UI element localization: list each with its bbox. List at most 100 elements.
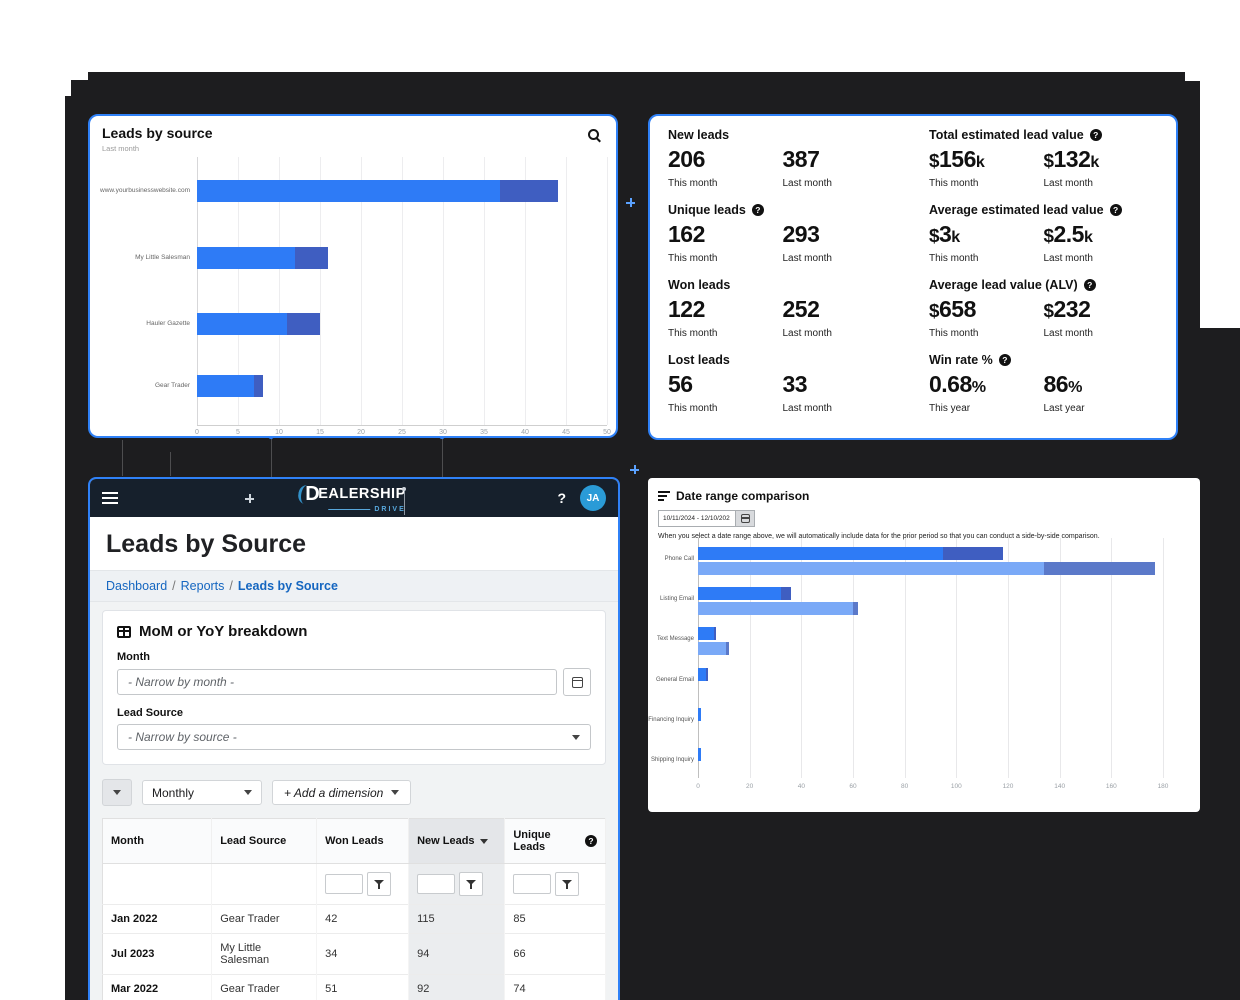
table-header-cell[interactable]: New Leads xyxy=(408,818,506,864)
filter-button[interactable] xyxy=(367,872,392,896)
breadcrumb-link[interactable]: Leads by Source xyxy=(237,579,338,593)
bar-segment xyxy=(698,708,701,721)
category-label: Listing Email xyxy=(659,596,694,602)
category-label: Financing Inquiry xyxy=(648,717,694,723)
kpi-sublabel: This month xyxy=(668,178,718,189)
kpi-column: New leads 206 This month 387 Last month Uniqu… xyxy=(668,128,897,428)
bar-segment xyxy=(853,602,859,615)
gridline xyxy=(566,157,567,425)
funnel-icon xyxy=(465,879,477,890)
avatar[interactable]: JA xyxy=(580,485,606,511)
kpi-value-cell: 387 Last month xyxy=(783,146,898,189)
filter-button[interactable] xyxy=(459,872,484,896)
kpi-value: 56 xyxy=(668,371,693,397)
kpi-value-cell: 252 Last month xyxy=(783,296,898,339)
kpi-value: 252 xyxy=(782,296,820,322)
kpi-value: 293 xyxy=(782,221,820,247)
bar-segment xyxy=(780,587,791,600)
help-icon[interactable]: ? xyxy=(1109,204,1122,216)
filter-cell xyxy=(316,863,410,905)
kpi-value: 206 xyxy=(668,146,705,172)
category-label: Shipping Inquiry xyxy=(650,757,694,763)
filter-input[interactable] xyxy=(417,874,456,894)
bar-segment xyxy=(698,627,714,640)
decor-line xyxy=(442,437,443,477)
table-header-cell[interactable]: Month xyxy=(102,818,213,864)
help-icon[interactable]: ? xyxy=(585,835,597,847)
column-label: Won Leads xyxy=(325,835,384,847)
kpi-value-cell: $658 This month xyxy=(929,296,1044,339)
filter-input[interactable] xyxy=(513,874,552,894)
breadcrumb-link[interactable]: Reports xyxy=(180,579,225,593)
card-title-row: MoM or YoY breakdown xyxy=(117,623,591,640)
interval-select[interactable]: Monthly xyxy=(142,780,262,805)
kpi-metric-label: Win rate %? xyxy=(929,353,1158,367)
bar-segment xyxy=(698,748,701,761)
calendar-button[interactable] xyxy=(563,668,591,696)
hamburger-menu-icon[interactable] xyxy=(102,492,118,504)
gridline xyxy=(361,157,362,425)
filter-input[interactable] xyxy=(325,874,364,894)
chart-title: Leads by source xyxy=(102,125,213,141)
date-panel-title: Date range comparison xyxy=(676,489,810,503)
help-icon[interactable]: ? xyxy=(1089,129,1102,141)
plus-icon xyxy=(630,465,639,474)
bar-segment xyxy=(943,547,1003,560)
help-icon[interactable]: ? xyxy=(998,354,1011,366)
column-label: Unique Leads xyxy=(513,829,551,853)
breadcrumb-link[interactable]: Dashboard xyxy=(106,579,168,593)
page-title-block: Leads by Source xyxy=(90,517,618,570)
kpi-value: $3k xyxy=(929,221,960,247)
gridline xyxy=(956,538,958,778)
bar-segment xyxy=(500,180,558,202)
filter-cell xyxy=(102,863,213,905)
decor-line xyxy=(271,437,272,477)
help-icon[interactable]: ? xyxy=(751,204,764,216)
breadcrumb: Dashboard / Reports / Leads by Source xyxy=(90,570,618,602)
table-header-cell[interactable]: Unique Leads? xyxy=(504,818,606,864)
gridline xyxy=(1111,538,1113,778)
category-label: Text Message xyxy=(656,636,694,642)
kpi-values-row: $658 This month $232 Last month xyxy=(929,296,1158,339)
kpi-sublabel: Last month xyxy=(1043,328,1093,339)
month-filter-input[interactable]: - Narrow by month - xyxy=(117,669,557,695)
help-icon[interactable]: ? xyxy=(557,490,566,506)
column-label: Month xyxy=(111,835,144,847)
kpi-sublabel: This month xyxy=(929,253,979,264)
kpi-value: 162 xyxy=(668,221,705,247)
kpi-sublabel: Last month xyxy=(782,403,832,414)
help-icon[interactable]: ? xyxy=(1083,279,1096,291)
breadcrumb-separator: / xyxy=(229,579,233,593)
collapse-button[interactable] xyxy=(102,779,132,806)
gridline xyxy=(320,157,321,425)
axis-tick-label: 140 xyxy=(1054,783,1066,790)
table-header-cell[interactable]: Won Leads xyxy=(316,818,410,864)
table-cell: 85 xyxy=(504,904,606,934)
kpi-metric-label: Average estimated lead value? xyxy=(929,203,1158,217)
filter-button[interactable] xyxy=(555,872,580,896)
kpi-values-row: $156k This month $132k Last month xyxy=(929,146,1158,189)
bar-segment xyxy=(698,587,781,600)
table-header-cell[interactable]: Lead Source xyxy=(211,818,318,864)
gridline xyxy=(1008,538,1009,778)
kpi-value-cell: 122 This month xyxy=(668,296,783,339)
axis-tick-label: 45 xyxy=(562,429,570,436)
table-cell: Gear Trader xyxy=(211,974,318,1000)
plus-icon xyxy=(626,198,635,207)
category-label: Gear Trader xyxy=(154,382,190,389)
kpi-value: $156k xyxy=(929,146,985,172)
mom-yoy-breakdown-card: MoM or YoY breakdown Month - Narrow by m… xyxy=(102,610,606,765)
date-range-input[interactable]: 10/11/2024 - 12/10/202 xyxy=(658,510,736,527)
kpi-metric-label: New leads xyxy=(668,128,730,142)
source-filter-select[interactable]: - Narrow by source - xyxy=(117,724,591,750)
decor-line xyxy=(170,452,171,476)
kpi-value: $132k xyxy=(1043,146,1100,172)
zoom-icon[interactable] xyxy=(588,129,601,142)
dealership-drive-logo: D EALERSHIP DRIVE xyxy=(296,483,406,513)
kpi-metric-group: New leads 206 This month 387 Last month xyxy=(668,128,897,203)
table-cell: Jan 2022 xyxy=(102,904,213,934)
calendar-button[interactable] xyxy=(736,510,755,527)
add-dimension-button[interactable]: + Add a dimension xyxy=(272,780,412,805)
background-step-notch xyxy=(1185,72,1200,81)
